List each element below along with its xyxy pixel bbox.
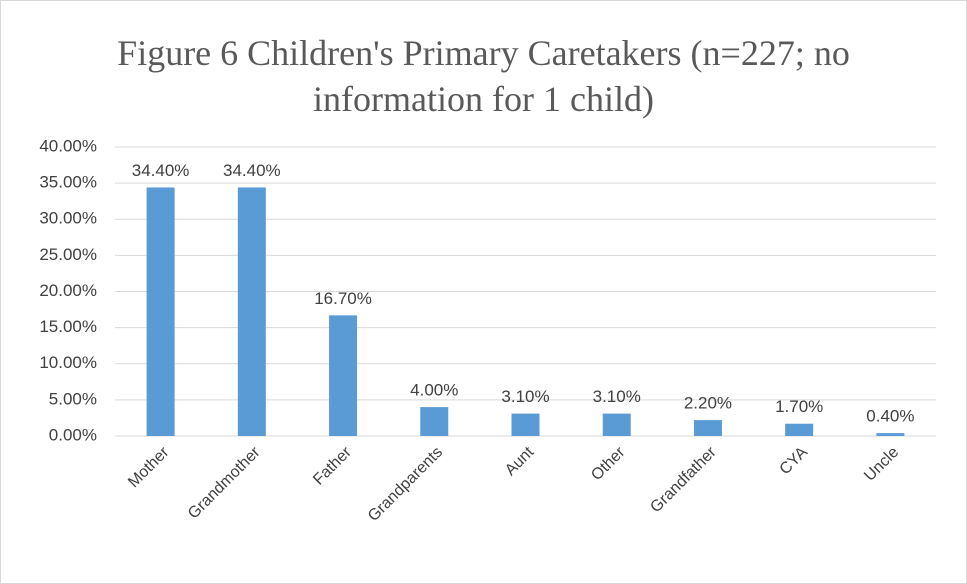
y-tick-label: 25.00% xyxy=(39,245,97,264)
bar xyxy=(146,187,175,436)
chart-title: Figure 6 Children's Primary Caretakers (… xyxy=(117,33,850,119)
bar xyxy=(420,407,449,436)
bar xyxy=(511,413,540,436)
data-label: 4.00% xyxy=(410,381,458,400)
data-label: 34.40% xyxy=(223,161,281,180)
data-label: 1.70% xyxy=(775,397,823,416)
bar xyxy=(329,315,358,436)
bar xyxy=(693,420,722,436)
y-tick-label: 30.00% xyxy=(39,209,97,228)
data-label: 16.70% xyxy=(314,289,372,308)
bar xyxy=(876,433,905,436)
data-label: 34.40% xyxy=(132,161,190,180)
y-tick-label: 40.00% xyxy=(39,136,97,155)
data-label: 2.20% xyxy=(684,394,732,413)
y-tick-label: 5.00% xyxy=(49,389,97,408)
y-tick-label: 0.00% xyxy=(49,425,97,444)
y-tick-label: 20.00% xyxy=(39,281,97,300)
bar xyxy=(785,423,814,436)
bar xyxy=(237,187,266,436)
bar xyxy=(602,413,631,436)
y-tick-label: 15.00% xyxy=(39,317,97,336)
data-label: 3.10% xyxy=(501,387,549,406)
data-label: 3.10% xyxy=(593,387,641,406)
y-tick-label: 10.00% xyxy=(39,353,97,372)
y-tick-label: 35.00% xyxy=(39,173,97,192)
data-label: 0.40% xyxy=(866,407,914,426)
